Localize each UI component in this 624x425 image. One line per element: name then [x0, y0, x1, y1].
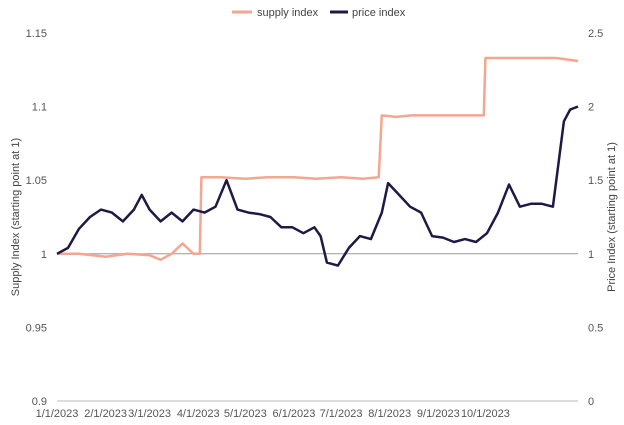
x-axis-ticks: 1/1/2023 2/1/2023 3/1/2023 4/1/2023 5/1/2023… [36, 408, 510, 420]
left-tick-label: 1 [41, 249, 47, 261]
series-line-supply-index [57, 56, 579, 261]
x-tick-label: 10/1/2023 [461, 408, 510, 420]
x-tick-label: 6/1/2023 [273, 408, 316, 420]
x-tick-label: 3/1/2023 [128, 408, 171, 420]
legend: supply index price index [232, 7, 406, 19]
left-tick-label: 1.1 [32, 102, 47, 114]
left-tick-label: 0.95 [26, 322, 47, 334]
left-axis-title: Supply Index (starting point at 1) [10, 138, 22, 296]
right-tick-label: 0 [588, 396, 594, 408]
legend-label-price: price index [352, 7, 406, 19]
x-tick-label: 9/1/2023 [417, 408, 460, 420]
left-axis-ticks: 0.9 0.95 1 1.05 1.1 1.15 [26, 28, 47, 408]
left-tick-label: 0.9 [32, 396, 47, 408]
right-tick-label: 1 [588, 249, 594, 261]
right-axis-ticks: 0 0.5 1 1.5 2 2.5 [588, 28, 603, 408]
x-tick-label: 7/1/2023 [320, 408, 363, 420]
series-line-price-index [56, 105, 579, 267]
x-tick-label: 8/1/2023 [368, 408, 411, 420]
right-tick-label: 1.5 [588, 175, 603, 187]
left-tick-label: 1.05 [26, 175, 47, 187]
right-tick-label: 0.5 [588, 322, 603, 334]
right-axis-title: Price Index (starting point at 1) [606, 142, 618, 292]
legend-label-supply: supply index [257, 7, 319, 19]
x-tick-label: 5/1/2023 [224, 408, 267, 420]
right-tick-label: 2.5 [588, 28, 603, 40]
right-tick-label: 2 [588, 102, 594, 114]
x-tick-label: 1/1/2023 [36, 408, 79, 420]
x-tick-label: 2/1/2023 [84, 408, 127, 420]
left-tick-label: 1.15 [26, 28, 47, 40]
x-tick-label: 4/1/2023 [177, 408, 220, 420]
